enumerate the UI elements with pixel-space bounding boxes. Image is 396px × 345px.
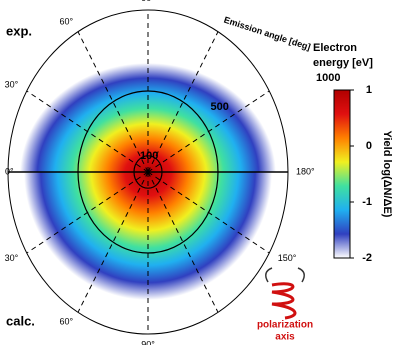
angle-tick-label: 0°: [5, 166, 14, 176]
colorbar-tick-label: 0: [366, 140, 372, 152]
spoke: [147, 31, 219, 173]
radial-axis-label: Electron: [313, 42, 357, 54]
annotation: axis: [275, 332, 295, 343]
spoke: [26, 171, 149, 254]
colorbar-label: Yield log(ΔN/ΔE): [381, 131, 393, 218]
polarization-icon: [265, 267, 305, 320]
colorbar-tick-label: -2: [362, 252, 372, 264]
spoke: [147, 171, 270, 254]
colorbar-tick-label: -1: [362, 196, 372, 208]
angle-tick-label: 90°: [141, 0, 155, 3]
angle-tick-label: 30°: [5, 253, 19, 263]
spoke: [147, 90, 270, 173]
angle-tick-label: 150°: [278, 253, 297, 263]
angle-tick-label: 60°: [59, 316, 73, 326]
angle-tick-label: 90°: [141, 340, 155, 345]
angle-tick-label: 180°: [296, 166, 315, 176]
panel-label: exp.: [6, 23, 32, 38]
radial-tick-label: 100: [140, 150, 158, 162]
radial-tick-label: 500: [211, 101, 229, 113]
spoke: [26, 90, 149, 173]
angle-tick-label: 60°: [59, 16, 73, 26]
radial-tick-label: 1000: [316, 72, 340, 84]
radial-axis-label: energy [eV]: [313, 57, 373, 69]
angle-tick-label: 30°: [5, 80, 19, 90]
spoke: [77, 31, 149, 173]
panel-label: calc.: [6, 313, 35, 328]
spoke: [77, 171, 149, 313]
spoke: [147, 171, 219, 313]
annotation: polarization: [257, 320, 313, 331]
colorbar-tick-label: 1: [366, 84, 372, 96]
colorbar: [333, 89, 351, 259]
